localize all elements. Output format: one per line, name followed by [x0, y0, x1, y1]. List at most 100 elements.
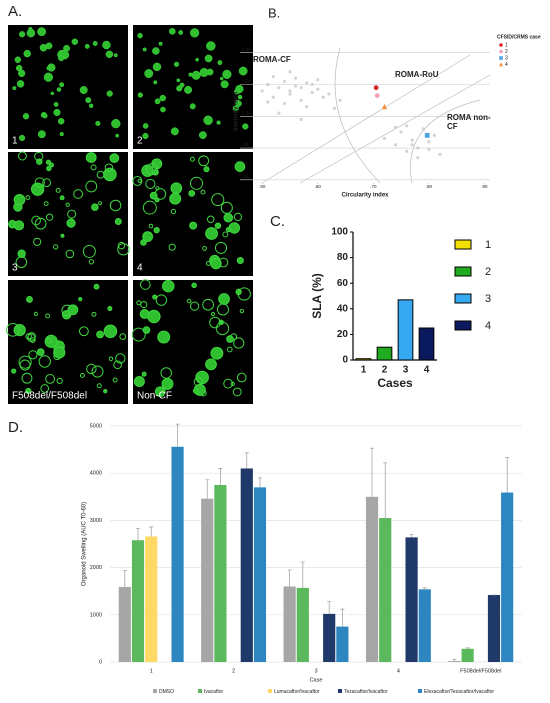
- organoid: [84, 43, 90, 49]
- organoid: [140, 279, 151, 290]
- organoid: [189, 103, 196, 110]
- organoid: [225, 226, 232, 233]
- organoid: [233, 337, 245, 349]
- error-bar: [287, 569, 292, 587]
- organoid: [222, 231, 229, 238]
- organoid: [233, 212, 243, 222]
- y-tick-label: 2000: [90, 565, 102, 571]
- organoid: [133, 376, 145, 387]
- point: [393, 125, 398, 129]
- organoid: [85, 97, 92, 104]
- organoid: [137, 92, 143, 98]
- organoid: [228, 222, 241, 234]
- organoid: [37, 27, 47, 37]
- x-tick-label: 4: [397, 668, 400, 674]
- organoid: [53, 346, 66, 359]
- organoid: [202, 246, 207, 251]
- organoid: [142, 200, 157, 215]
- y-tick-label: 60: [337, 278, 349, 289]
- organoid: [13, 193, 26, 206]
- error-bar: [409, 534, 414, 538]
- organoid: [45, 159, 52, 165]
- organoid: [88, 259, 95, 265]
- point: [416, 146, 420, 150]
- organoid: [211, 193, 225, 207]
- bar: [376, 346, 393, 361]
- organoid: [107, 306, 113, 312]
- organoid: [18, 31, 26, 38]
- point: [399, 130, 403, 134]
- organoid: [60, 233, 65, 238]
- micrograph: 4: [132, 152, 253, 276]
- organoid: [176, 78, 181, 83]
- organoid: [17, 151, 27, 161]
- point: [421, 127, 425, 131]
- point: [427, 148, 431, 152]
- error-bar: [257, 477, 262, 488]
- point: [288, 89, 292, 93]
- organoid: [226, 335, 234, 343]
- organoid: [33, 311, 38, 317]
- organoid: [132, 176, 143, 186]
- error-bar: [370, 447, 375, 497]
- point: [327, 92, 331, 96]
- error-bar: [383, 462, 388, 519]
- organoid: [146, 163, 159, 176]
- micrograph: Non-CF: [131, 279, 253, 404]
- organoid: [38, 355, 51, 368]
- organoid: [53, 108, 61, 117]
- x-tick-label: .70: [370, 184, 377, 189]
- organoid: [78, 296, 83, 302]
- organoid: [162, 279, 175, 293]
- micrograph: 1: [8, 25, 128, 149]
- x-tick-label: F508del/F508del: [460, 668, 501, 674]
- organoid: [45, 313, 51, 319]
- organoid: [22, 113, 30, 120]
- bar: [145, 536, 158, 662]
- image-bg: [8, 280, 128, 404]
- x-axis-label: Circularity index: [341, 193, 389, 199]
- organoid: [57, 117, 65, 125]
- organoid: [170, 182, 183, 195]
- organoid: [189, 176, 204, 190]
- legend-label: Lumacaftor/Ivacaftor: [274, 689, 320, 695]
- y-tick-label: .60: [242, 174, 249, 179]
- bar: [379, 518, 392, 662]
- organoid: [37, 130, 46, 139]
- image-bg: [133, 280, 253, 404]
- image-bg: [133, 25, 253, 149]
- organoid: [238, 66, 248, 76]
- organoid: [11, 368, 17, 374]
- organoid: [23, 49, 31, 58]
- organoid: [14, 56, 22, 63]
- organoid: [199, 68, 209, 77]
- organoid: [168, 243, 176, 251]
- point: [424, 132, 430, 138]
- x-axis-label: Case: [310, 677, 323, 683]
- y-tick-label: 1000: [90, 612, 102, 618]
- y-axis-label: Intensity ratio: [234, 91, 240, 131]
- point: [432, 133, 437, 137]
- image-label: 2: [137, 136, 143, 147]
- organoid: [15, 256, 28, 269]
- organoid: [96, 170, 105, 179]
- organoid: [117, 243, 130, 256]
- point: [381, 103, 388, 110]
- x-tick-label: 2: [232, 668, 235, 674]
- organoid: [153, 80, 158, 85]
- organoid: [131, 327, 146, 342]
- organoid: [114, 218, 122, 226]
- error-bar: [300, 561, 305, 588]
- y-tick-label: 0: [342, 355, 348, 366]
- organoid: [113, 53, 118, 58]
- bar: [355, 358, 372, 361]
- organoid: [141, 371, 147, 377]
- organoid: [158, 41, 163, 46]
- organoid: [16, 80, 25, 88]
- organoid: [222, 69, 232, 79]
- organoid: [90, 164, 97, 171]
- organoid: [205, 260, 211, 266]
- organoid: [205, 227, 218, 240]
- organoid: [142, 123, 149, 129]
- organoid: [45, 213, 54, 221]
